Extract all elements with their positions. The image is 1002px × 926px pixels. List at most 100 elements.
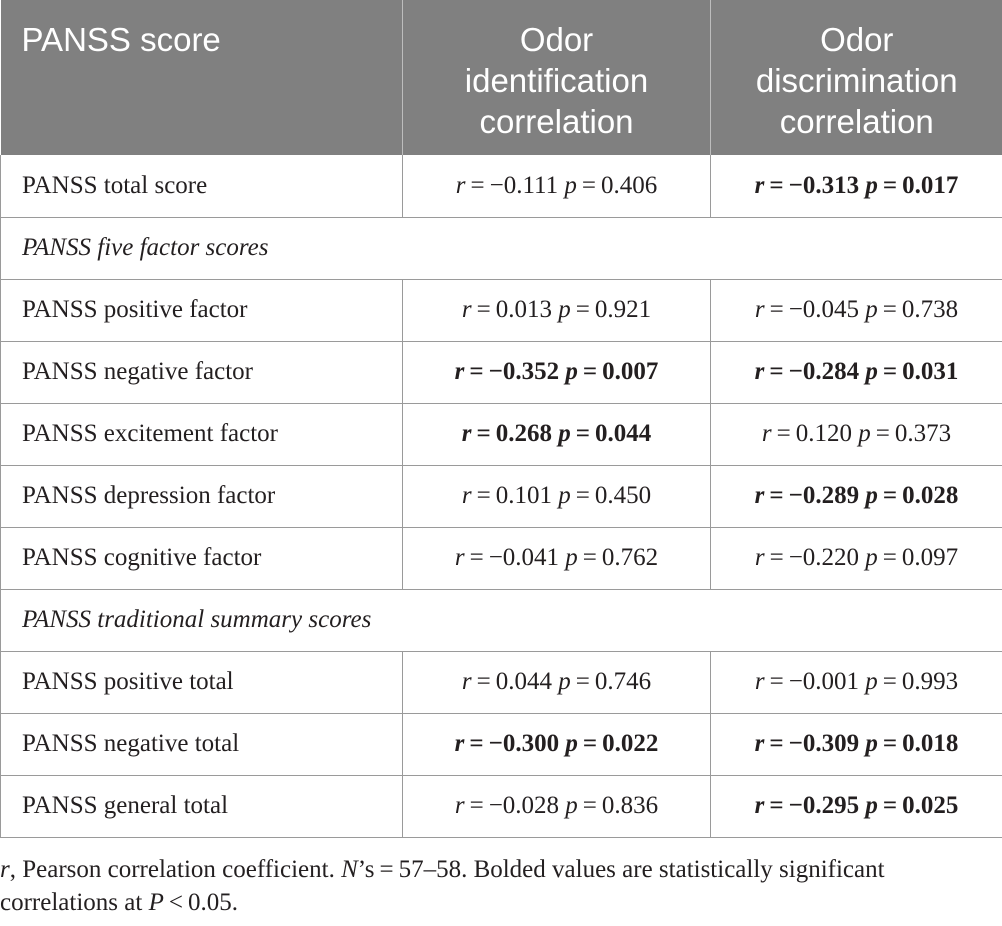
footnote-text-3: < 0.05. [163,889,238,916]
equals: = [764,171,789,199]
equals: = [577,730,603,757]
p-value: 0.406 [600,171,658,199]
equals: = [877,358,903,385]
p-symbol: p [865,668,878,695]
r-symbol: r [454,730,465,757]
equals: = [764,544,789,571]
equals: = [764,296,789,323]
r-symbol: r [754,668,765,695]
equals: = [465,171,490,199]
odor-discrimination-cell: r = −0.289 p = 0.028 [710,465,1002,528]
table-row: PANSS excitement factor r = 0.268 p = 0.0… [0,403,1002,466]
p-value: 0.738 [901,296,959,323]
section-header-row: PANSS traditional summary scores [0,589,1002,652]
r-symbol: r [454,544,465,571]
r-symbol: r [754,544,765,571]
equals: = [764,482,789,509]
equals: = [464,544,489,571]
odor-identification-cell: r = −0.041 p = 0.762 [402,527,711,590]
p-symbol: p [865,730,878,757]
equals: = [570,296,595,323]
p-symbol: p [565,792,578,819]
p-value: 0.044 [595,420,652,447]
r-value: −0.041 [488,544,560,571]
r-symbol: r [754,171,765,199]
table-row: PANSS total score r = −0.111 p = 0.406 r =… [0,155,1002,218]
equals: = [764,668,789,695]
odor-identification-cell: r = −0.111 p = 0.406 [402,155,711,218]
r-symbol: r [461,420,472,447]
table-row: PANSS cognitive factor r = −0.041 p = 0.7… [0,527,1002,590]
equals: = [877,171,903,199]
equals: = [877,668,902,695]
p-symbol: p [564,171,577,199]
equals: = [464,730,489,757]
table-row: PANSS general total r = −0.028 p = 0.836 r… [0,775,1002,838]
r-value: −0.289 [788,482,860,509]
r-value: 0.044 [495,668,552,695]
equals: = [771,420,796,447]
equals: = [576,171,601,199]
r-symbol: r [754,730,765,757]
r-symbol: r [754,296,765,323]
equals: = [570,420,595,447]
equals: = [570,668,595,695]
r-symbol: r [754,482,765,509]
row-label: PANSS excitement factor [0,403,403,466]
equals: = [877,730,903,757]
r-value: 0.101 [495,482,552,509]
r-value: −0.284 [788,358,860,385]
table-row: PANSS negative total r = −0.300 p = 0.022… [0,713,1002,776]
odor-discrimination-cell: r = 0.120 p = 0.373 [710,403,1002,466]
p-value: 0.097 [901,544,959,571]
equals: = [570,482,595,509]
equals: = [877,482,903,509]
r-value: −0.111 [489,171,559,199]
equals: = [464,792,489,819]
p-value: 0.373 [894,420,952,447]
p-symbol: p [565,730,578,757]
footnote-n-symbol: N [341,856,358,883]
header-line: correlation [779,103,934,140]
odor-identification-cell: r = 0.268 p = 0.044 [402,403,711,466]
p-value: 0.022 [602,730,659,757]
header-odor-discrimination: Odor discrimination correlation [710,0,1002,155]
odor-identification-cell: r = −0.028 p = 0.836 [402,775,711,838]
footnote-text-2: ’s = 57–58. Bolded values are statistica… [0,856,885,916]
header-odor-identification: Odor identification correlation [402,0,711,155]
r-symbol: r [461,668,472,695]
p-symbol: p [565,358,578,385]
table-body: PANSS total score r = −0.111 p = 0.406 r =… [0,155,1002,838]
equals: = [877,296,902,323]
odor-identification-cell: r = 0.044 p = 0.746 [402,651,711,714]
r-symbol: r [754,358,765,385]
p-symbol: p [565,544,578,571]
p-symbol: p [865,296,878,323]
p-symbol: p [558,296,571,323]
equals: = [764,358,789,385]
header-line: PANSS score [21,21,221,58]
equals: = [877,544,902,571]
p-symbol: p [558,420,571,447]
p-symbol: p [558,668,571,695]
odor-identification-cell: r = 0.101 p = 0.450 [402,465,711,528]
p-value: 0.921 [594,296,652,323]
p-symbol: p [865,171,878,199]
r-symbol: r [754,792,765,819]
header-line: Odor [820,21,894,58]
footnote-text-1: , Pearson correlation coefficient. [9,856,342,883]
odor-discrimination-cell: r = −0.045 p = 0.738 [710,279,1002,342]
row-label: PANSS positive factor [0,279,403,342]
odor-identification-cell: r = 0.013 p = 0.921 [402,279,711,342]
p-value: 0.762 [601,544,659,571]
r-value: −0.001 [788,668,860,695]
equals: = [464,358,489,385]
equals: = [870,420,895,447]
r-value: −0.309 [788,730,860,757]
odor-discrimination-cell: r = −0.220 p = 0.097 [710,527,1002,590]
equals: = [764,730,789,757]
p-symbol: p [558,482,571,509]
equals: = [577,358,603,385]
p-value: 0.746 [594,668,652,695]
equals: = [877,792,903,819]
